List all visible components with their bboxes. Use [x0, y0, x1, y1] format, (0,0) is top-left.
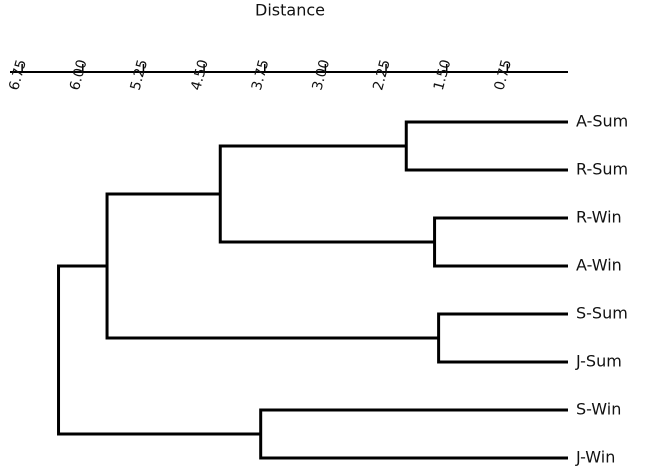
- leaf-label: A-Sum: [576, 112, 628, 131]
- x-tick-label: 5.25: [128, 58, 152, 92]
- leaf-label: A-Win: [576, 256, 622, 275]
- x-tick-label: 0.75: [492, 58, 516, 92]
- leaf-label: S-Win: [576, 400, 621, 419]
- axis-title: Distance: [255, 1, 325, 20]
- x-tick-label: 3.75: [249, 58, 273, 92]
- leaf-label: R-Win: [576, 208, 622, 227]
- leaf-label: J-Sum: [575, 352, 622, 371]
- x-tick-label: 6.00: [67, 58, 91, 92]
- leaf-label: S-Sum: [576, 304, 628, 323]
- leaf-label: J-Win: [575, 448, 615, 467]
- x-tick-label: 1.50: [431, 58, 455, 92]
- x-tick-label: 6.75: [6, 58, 30, 92]
- x-tick-label: 2.25: [370, 58, 394, 92]
- x-tick-label: 3.00: [310, 58, 334, 92]
- x-tick-label: 4.50: [188, 58, 212, 92]
- leaf-label: R-Sum: [576, 160, 628, 179]
